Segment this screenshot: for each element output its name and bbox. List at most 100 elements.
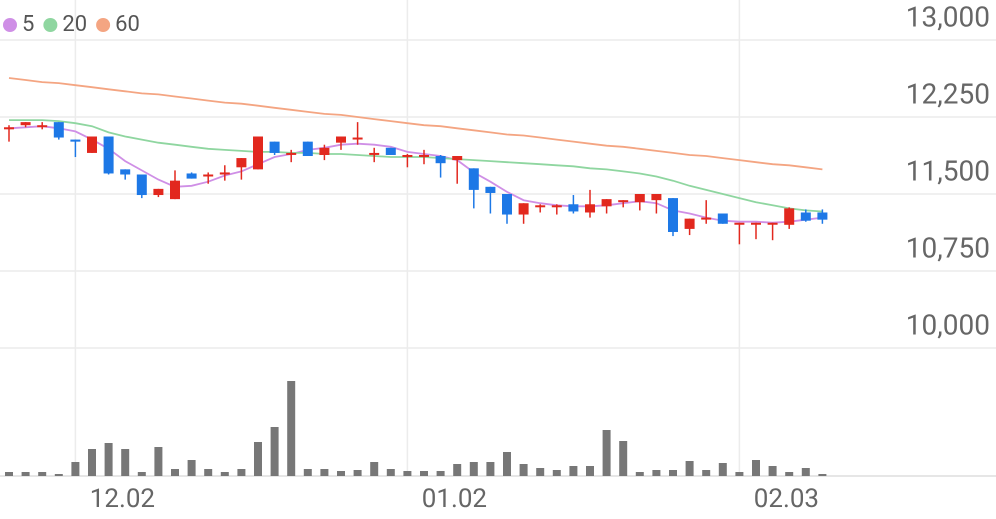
x-tick-label: 01.02 — [422, 484, 487, 514]
volume-bar — [220, 472, 229, 476]
candle-body — [236, 158, 247, 168]
volume-bar — [652, 470, 661, 476]
candle-body — [170, 180, 180, 200]
volume-bar — [187, 460, 196, 476]
y-tick-label: 13,000 — [906, 0, 990, 33]
legend-label: 60 — [115, 12, 140, 37]
volume-bar — [403, 471, 412, 476]
candle-body — [336, 136, 346, 143]
volume-bar — [21, 472, 30, 476]
candle-body — [535, 205, 546, 208]
volume-bar — [287, 381, 296, 476]
candle-body — [153, 188, 164, 196]
volume-bar — [453, 464, 462, 476]
candle-body — [70, 139, 81, 142]
y-tick-label: 12,250 — [906, 77, 990, 110]
candle-body — [701, 217, 712, 220]
legend-marker — [3, 18, 17, 32]
volume-bar — [204, 469, 213, 476]
candle-body — [4, 127, 14, 130]
volume-bar — [38, 472, 47, 476]
candle-body — [551, 205, 562, 208]
candle-body — [452, 156, 463, 161]
volume-bar — [320, 469, 329, 476]
volume-bar — [104, 443, 113, 476]
candle-body — [186, 173, 197, 179]
candle-body — [518, 203, 529, 215]
candle-body — [618, 200, 629, 203]
volume-bar — [718, 463, 727, 476]
volume-bar — [137, 472, 146, 476]
volume-bar — [254, 442, 262, 476]
candle-body — [784, 208, 795, 225]
volume-bar — [552, 470, 561, 476]
volume-bar — [469, 462, 478, 476]
candle-body — [502, 194, 512, 215]
volume-bar — [519, 464, 528, 476]
candle-body — [103, 136, 114, 174]
volume-bar — [569, 466, 578, 476]
volume-bar — [420, 471, 428, 476]
candle-body — [634, 194, 645, 203]
volume-bar — [71, 462, 80, 476]
x-tick-label: 12.02 — [90, 484, 155, 514]
volume-bar — [635, 472, 644, 476]
volume-bar — [702, 470, 711, 476]
candle-body — [253, 136, 263, 170]
moving-average-line — [9, 119, 823, 213]
volume-bar — [669, 470, 677, 476]
volume-bar — [801, 468, 810, 476]
candle-body — [585, 204, 595, 213]
moving-average-line — [8, 125, 823, 224]
candle-body — [485, 186, 496, 193]
volume-bar — [536, 468, 545, 476]
candle-body — [37, 125, 48, 128]
candle-body — [419, 154, 429, 157]
volume-bar — [768, 466, 777, 476]
candle-body — [203, 174, 214, 177]
volume-bar — [237, 469, 246, 476]
volume-bar — [270, 427, 279, 476]
candle-body — [269, 141, 280, 153]
candle-body — [219, 172, 230, 175]
candle-body — [319, 147, 330, 155]
volume-bar — [171, 469, 179, 476]
volume-bar — [88, 449, 96, 476]
volume-bar — [353, 470, 362, 476]
legend-label: 5 — [22, 12, 34, 37]
volume-bar — [436, 471, 445, 476]
volume-bar — [303, 469, 312, 476]
candle-body — [87, 136, 97, 153]
candle-body — [20, 122, 31, 126]
candle-body — [53, 122, 64, 138]
volume-bar — [54, 474, 63, 476]
volume-bar — [752, 460, 760, 476]
volume-bar — [503, 452, 511, 476]
volume-bar — [121, 449, 130, 476]
candle-body — [369, 152, 380, 155]
candle-body — [800, 212, 811, 221]
candle-body — [352, 137, 363, 140]
volume-bar — [386, 469, 395, 476]
candle-body — [817, 212, 828, 220]
candle-body — [767, 222, 778, 225]
x-tick-label: 02.03 — [754, 484, 819, 514]
candle-body — [668, 198, 678, 232]
volume-bar — [818, 474, 827, 476]
candle-body — [651, 194, 662, 201]
candle-body — [120, 169, 131, 175]
candle-body — [468, 168, 479, 190]
volume-bar — [685, 461, 694, 476]
candle-body — [286, 152, 297, 155]
volume-bar — [735, 472, 744, 476]
volume-bar — [586, 466, 594, 476]
y-tick-label: 10,000 — [906, 308, 990, 341]
candle-body — [385, 147, 396, 155]
volume-bar — [486, 462, 495, 476]
moving-average-line — [8, 77, 823, 171]
candle-body — [435, 156, 446, 164]
y-tick-label: 11,500 — [906, 154, 990, 187]
volume-bar — [619, 441, 628, 476]
candle-body — [136, 174, 147, 196]
volume-bar — [5, 472, 13, 476]
